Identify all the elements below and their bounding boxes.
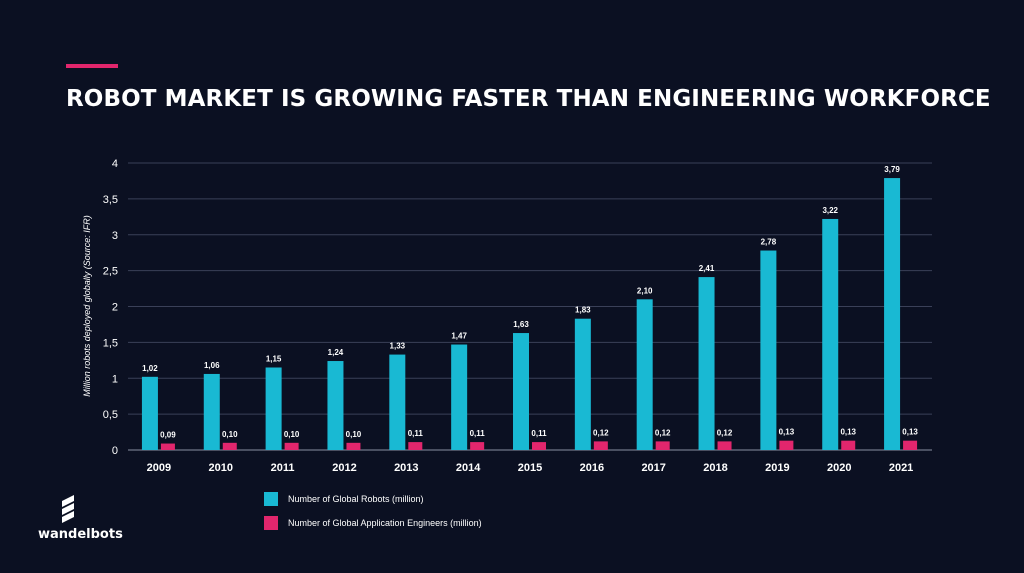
bar-robots — [451, 344, 468, 450]
x-tick-label: 2009 — [147, 462, 171, 474]
data-label-robots: 1,02 — [142, 364, 158, 373]
data-label-robots: 1,06 — [204, 361, 220, 370]
legend-swatch-engineers — [264, 516, 278, 530]
x-tick-label: 2017 — [641, 462, 665, 474]
bar-engineers — [408, 442, 423, 450]
y-tick-label: 0,5 — [103, 409, 118, 421]
wandelbots-logo-icon — [62, 495, 74, 523]
y-tick-label: 3 — [112, 230, 118, 242]
data-label-robots: 1,15 — [266, 354, 282, 363]
y-tick-label: 1,5 — [103, 337, 118, 349]
x-tick-label: 2016 — [580, 462, 604, 474]
bar-engineers — [346, 442, 361, 450]
data-label-engineers: 0,10 — [222, 430, 238, 439]
data-label-engineers: 0,12 — [655, 428, 671, 437]
data-label-engineers: 0,09 — [160, 431, 176, 440]
bar-robots — [574, 318, 591, 450]
data-label-engineers: 0,10 — [284, 430, 300, 439]
bar-robots — [513, 333, 529, 450]
legend-swatch-robots — [264, 492, 278, 506]
legend-label-robots: Number of Global Robots (million) — [288, 494, 424, 504]
x-tick-label: 2011 — [271, 462, 295, 474]
brand-logo: wandelbots — [38, 495, 138, 545]
bar-robots — [203, 373, 220, 450]
bar-robots — [884, 178, 901, 450]
data-label-robots: 1,63 — [513, 320, 529, 329]
legend-item-engineers: Number of Global Application Engineers (… — [264, 516, 482, 530]
legend-item-robots: Number of Global Robots (million) — [264, 492, 482, 506]
y-tick-label: 2 — [112, 302, 118, 314]
data-label-robots: 1,83 — [575, 306, 591, 315]
bar-engineers — [284, 442, 299, 450]
data-label-engineers: 0,13 — [779, 428, 795, 437]
data-label-robots: 3,79 — [884, 165, 900, 174]
bar-engineers — [903, 440, 918, 450]
data-label-engineers: 0,13 — [840, 428, 856, 437]
bar-robots — [327, 361, 344, 450]
bar-engineers — [222, 442, 237, 450]
data-label-robots: 3,22 — [822, 206, 838, 215]
x-tick-label: 2019 — [765, 462, 789, 474]
title-accent-line — [66, 64, 118, 68]
x-tick-label: 2021 — [889, 462, 913, 474]
data-label-engineers: 0,11 — [470, 429, 486, 438]
data-label-engineers: 0,12 — [717, 428, 733, 437]
bar-engineers — [841, 440, 856, 450]
bar-robots — [698, 277, 715, 450]
bar-robots — [636, 299, 653, 450]
data-label-robots: 1,47 — [451, 332, 467, 341]
page-title: ROBOT MARKET IS GROWING FASTER THAN ENGI… — [66, 86, 991, 112]
brand-name: wandelbots — [38, 527, 123, 542]
data-label-engineers: 0,11 — [408, 429, 424, 438]
bar-robots — [760, 250, 777, 450]
bar-robots — [141, 376, 158, 450]
data-label-engineers: 0,13 — [902, 428, 918, 437]
x-tick-label: 2013 — [394, 462, 418, 474]
x-tick-label: 2015 — [518, 462, 542, 474]
bar-engineers — [779, 440, 794, 450]
chart-legend: Number of Global Robots (million) Number… — [264, 492, 482, 540]
x-tick-label: 2012 — [332, 462, 356, 474]
bar-engineers — [160, 443, 175, 450]
data-label-engineers: 0,11 — [531, 429, 547, 438]
y-tick-label: 3,5 — [103, 194, 118, 206]
data-label-robots: 2,10 — [637, 286, 653, 295]
y-tick-label: 4 — [112, 158, 118, 170]
x-tick-label: 2010 — [209, 462, 233, 474]
x-tick-label: 2014 — [456, 462, 481, 474]
data-label-robots: 1,33 — [390, 342, 406, 351]
data-label-engineers: 0,10 — [346, 430, 362, 439]
bar-engineers — [655, 441, 670, 450]
data-label-robots: 1,24 — [328, 348, 344, 357]
y-axis-label: Million robots deployed globally (Source… — [82, 215, 92, 397]
y-tick-label: 0 — [112, 445, 118, 457]
bar-engineers — [717, 441, 732, 450]
bar-robots — [265, 367, 282, 450]
bar-engineers — [593, 441, 608, 450]
bar-engineers — [532, 442, 546, 450]
y-tick-label: 2,5 — [103, 266, 118, 278]
x-tick-label: 2020 — [827, 462, 851, 474]
y-tick-label: 1 — [112, 373, 118, 385]
bar-robots — [389, 354, 406, 450]
legend-label-engineers: Number of Global Application Engineers (… — [288, 518, 482, 528]
data-label-engineers: 0,12 — [593, 428, 609, 437]
bar-engineers — [470, 442, 485, 450]
data-label-robots: 2,78 — [761, 238, 777, 247]
data-label-robots: 2,41 — [699, 264, 715, 273]
bar-robots — [822, 218, 839, 450]
x-tick-label: 2018 — [703, 462, 727, 474]
